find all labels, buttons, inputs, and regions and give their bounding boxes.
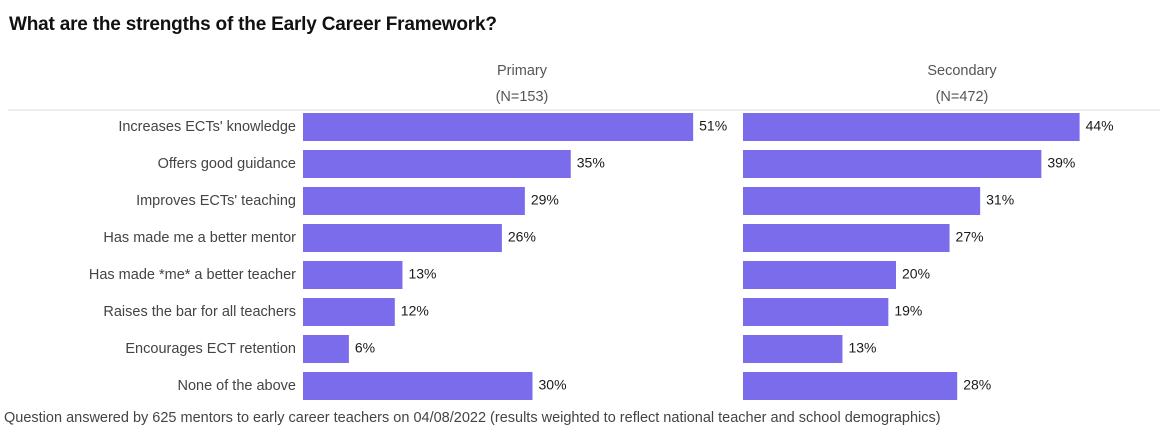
data-label: 31% <box>986 192 1014 208</box>
category-label: Encourages ECT retention <box>125 341 296 357</box>
category-label: Has made me a better mentor <box>103 230 296 246</box>
bar-chart: Increases ECTs' knowledge Offers good gui… <box>8 63 1160 400</box>
bar <box>743 261 896 289</box>
panel-subtitle: (N=472) <box>936 89 989 105</box>
bar <box>743 187 981 215</box>
footnote: Question answered by 625 mentors to earl… <box>4 410 941 426</box>
bar <box>303 335 349 363</box>
data-label: 19% <box>894 303 922 319</box>
data-label: 20% <box>902 266 930 282</box>
bar <box>303 372 533 400</box>
data-label: 13% <box>408 266 436 282</box>
data-label: 39% <box>1047 155 1075 171</box>
chart-title: What are the strengths of the Early Care… <box>9 14 497 35</box>
bar <box>743 298 889 326</box>
bar <box>743 224 950 252</box>
data-label: 29% <box>531 192 559 208</box>
bar <box>303 224 502 252</box>
data-label: 6% <box>355 340 375 356</box>
bar <box>303 261 403 289</box>
panel-title: Primary <box>497 63 548 79</box>
data-label: 27% <box>956 229 984 245</box>
bar <box>303 113 694 141</box>
bar <box>743 335 843 363</box>
category-label: None of the above <box>177 378 296 394</box>
data-label: 26% <box>508 229 536 245</box>
category-label: Raises the bar for all teachers <box>103 304 296 320</box>
category-label: Improves ECTs' teaching <box>136 193 296 209</box>
bar <box>743 372 958 400</box>
data-label: 28% <box>963 377 991 393</box>
data-label: 51% <box>699 118 727 134</box>
panel-title: Secondary <box>927 63 997 79</box>
category-label: Increases ECTs' knowledge <box>118 119 296 135</box>
bar <box>303 187 525 215</box>
panel-subtitle: (N=153) <box>496 89 549 105</box>
data-label: 13% <box>848 340 876 356</box>
category-label: Offers good guidance <box>158 156 296 172</box>
bar <box>743 150 1042 178</box>
bar <box>743 113 1080 141</box>
data-label: 35% <box>577 155 605 171</box>
bar <box>303 150 571 178</box>
data-label: 12% <box>401 303 429 319</box>
bar <box>303 298 395 326</box>
data-label: 44% <box>1086 118 1114 134</box>
data-label: 30% <box>539 377 567 393</box>
category-label: Has made *me* a better teacher <box>89 267 296 283</box>
